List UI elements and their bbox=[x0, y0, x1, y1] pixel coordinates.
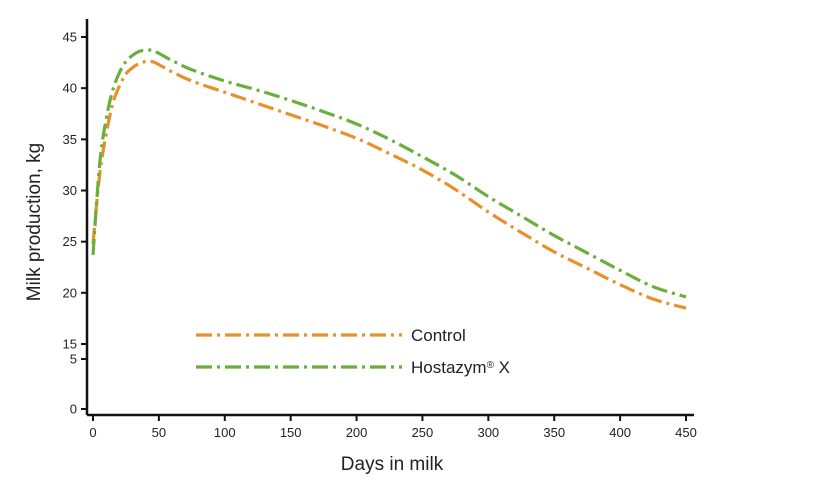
x-axis-title: Days in milk bbox=[341, 454, 444, 475]
y-tick-label: 5 bbox=[70, 352, 77, 367]
x-tick-label: 100 bbox=[214, 425, 236, 440]
x-tick-label: 450 bbox=[675, 425, 697, 440]
y-tick-label: 45 bbox=[63, 30, 77, 45]
y-tick-label: 35 bbox=[63, 132, 77, 147]
x-tick-label: 400 bbox=[609, 425, 631, 440]
x-tick-label: 300 bbox=[477, 425, 499, 440]
x-tick-label: 200 bbox=[346, 425, 368, 440]
x-tick-label: 50 bbox=[152, 425, 166, 440]
y-tick-label: 0 bbox=[70, 402, 77, 417]
y-tick-label: 40 bbox=[63, 81, 77, 96]
x-tick-label: 350 bbox=[543, 425, 565, 440]
series-line-hostazym-x bbox=[91, 48, 687, 299]
y-tick-label: 25 bbox=[63, 234, 77, 249]
legend: Control Hostazym® X bbox=[196, 326, 510, 377]
y-axis-title: Milk production, kg bbox=[24, 143, 45, 301]
x-tick-label: 150 bbox=[280, 425, 302, 440]
series-layer bbox=[91, 48, 687, 310]
y-tick-label: 20 bbox=[63, 285, 77, 300]
y-tick-label: 30 bbox=[63, 183, 77, 198]
x-tick-label: 250 bbox=[412, 425, 434, 440]
legend-label-control: Control bbox=[411, 326, 466, 345]
x-tick-label: 0 bbox=[89, 425, 96, 440]
legend-label-hostazym-x: Hostazym® X bbox=[411, 358, 510, 377]
y-tick-label: 15 bbox=[63, 337, 77, 352]
series-line-control bbox=[91, 59, 687, 310]
